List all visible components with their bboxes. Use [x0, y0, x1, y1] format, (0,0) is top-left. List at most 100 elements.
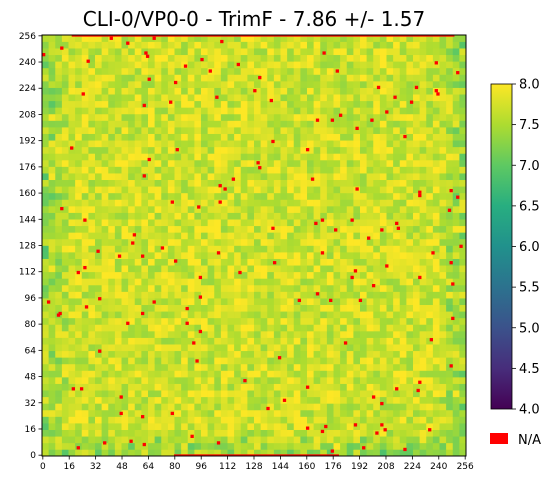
heatmap-cell	[439, 219, 447, 227]
heatmap-cell	[55, 298, 63, 306]
heatmap-cell	[167, 146, 175, 154]
heatmap-cell	[55, 133, 63, 141]
heatmap-cell	[75, 192, 83, 200]
heatmap-cell	[260, 206, 268, 213]
heatmap-cell	[134, 94, 142, 102]
heatmap-cell	[260, 416, 268, 424]
heatmap-cell	[101, 278, 109, 286]
heatmap-cell	[406, 100, 414, 108]
heatmap-cell	[101, 265, 109, 273]
heatmap-cell	[108, 199, 116, 207]
heatmap-cell	[128, 199, 136, 207]
heatmap-cell	[55, 113, 63, 121]
heatmap-cell	[373, 238, 381, 246]
heatmap-cell	[181, 357, 189, 365]
heatmap-cell	[287, 61, 295, 69]
heatmap-cell	[55, 344, 63, 352]
heatmap-cell	[307, 429, 314, 437]
heatmap-cell	[320, 409, 328, 417]
heatmap-cell	[300, 278, 308, 286]
heatmap-cell	[187, 81, 195, 88]
heatmap-cell	[154, 331, 162, 338]
heatmap-cell	[88, 324, 96, 332]
heatmap-cell	[141, 416, 149, 424]
heatmap-cell	[393, 304, 401, 312]
heatmap-cell	[459, 192, 467, 200]
heatmap-cell	[134, 74, 142, 82]
heatmap-cell	[181, 166, 189, 174]
heatmap-cell	[207, 48, 215, 56]
heatmap-cell	[452, 225, 460, 233]
heatmap-cell	[181, 81, 189, 88]
heatmap-cell	[128, 219, 136, 227]
heatmap-cell	[267, 377, 275, 384]
heatmap-cell	[108, 113, 116, 121]
heatmap-cell	[88, 377, 96, 384]
heatmap-cell	[88, 331, 96, 338]
heatmap-cell	[366, 423, 374, 430]
heatmap-cell	[154, 173, 162, 181]
heatmap-cell	[121, 179, 129, 187]
heatmap-cell	[287, 48, 295, 56]
heatmap-cell	[366, 146, 374, 154]
heatmap-cell	[446, 416, 454, 424]
heatmap-cell	[320, 35, 328, 42]
heatmap-cell	[446, 219, 454, 227]
heatmap-cell	[61, 284, 69, 292]
heatmap-cell	[174, 423, 182, 430]
heatmap-cell	[128, 245, 136, 253]
heatmap-cell	[128, 449, 136, 457]
heatmap-cell	[214, 173, 222, 181]
heatmap-cell	[214, 192, 222, 200]
colorbar	[490, 83, 513, 410]
missing-pixel	[314, 221, 318, 226]
heatmap-cell	[379, 61, 387, 69]
heatmap-cell	[280, 206, 288, 213]
heatmap-cell	[174, 403, 182, 411]
heatmap-cell	[55, 212, 63, 220]
heatmap-cell	[287, 186, 295, 194]
heatmap-cell	[439, 140, 447, 148]
heatmap-cell	[161, 317, 169, 325]
heatmap-cell	[426, 245, 434, 253]
heatmap-cell	[55, 120, 63, 128]
heatmap-cell	[128, 317, 136, 325]
heatmap-cell	[75, 331, 83, 338]
heatmap-cell	[280, 278, 288, 286]
heatmap-cell	[201, 252, 208, 259]
heatmap-cell	[273, 344, 281, 352]
heatmap-cell	[360, 179, 367, 187]
heatmap-cell	[399, 67, 407, 75]
heatmap-cell	[293, 48, 301, 56]
heatmap-cell	[293, 153, 301, 161]
heatmap-cell	[201, 271, 208, 279]
heatmap-cell	[194, 173, 202, 181]
heatmap-cell	[366, 48, 374, 56]
heatmap-cell	[452, 252, 460, 259]
heatmap-cell	[320, 74, 328, 82]
heatmap-cell	[273, 35, 281, 42]
heatmap-cell	[101, 409, 109, 417]
heatmap-cell	[254, 186, 261, 194]
heatmap-cell	[406, 232, 414, 240]
heatmap-cell	[300, 225, 308, 233]
heatmap-cell	[406, 212, 414, 220]
heatmap-cell	[293, 284, 301, 292]
heatmap-cell	[75, 370, 83, 378]
x-tick-label: 208	[377, 462, 394, 472]
heatmap-cell	[432, 212, 440, 220]
heatmap-cell	[419, 324, 427, 332]
heatmap-cell	[108, 133, 116, 141]
heatmap-cell	[121, 284, 129, 292]
heatmap-cell	[55, 245, 63, 253]
heatmap-cell	[234, 278, 242, 286]
heatmap-cell	[260, 238, 268, 246]
heatmap-cell	[114, 304, 122, 312]
heatmap-cell	[114, 87, 122, 95]
heatmap-cell	[88, 363, 96, 371]
heatmap-cell	[399, 153, 407, 161]
missing-pixel	[84, 305, 89, 309]
heatmap-cell	[287, 166, 295, 174]
heatmap-cell	[75, 449, 83, 457]
heatmap-cell	[459, 67, 467, 75]
